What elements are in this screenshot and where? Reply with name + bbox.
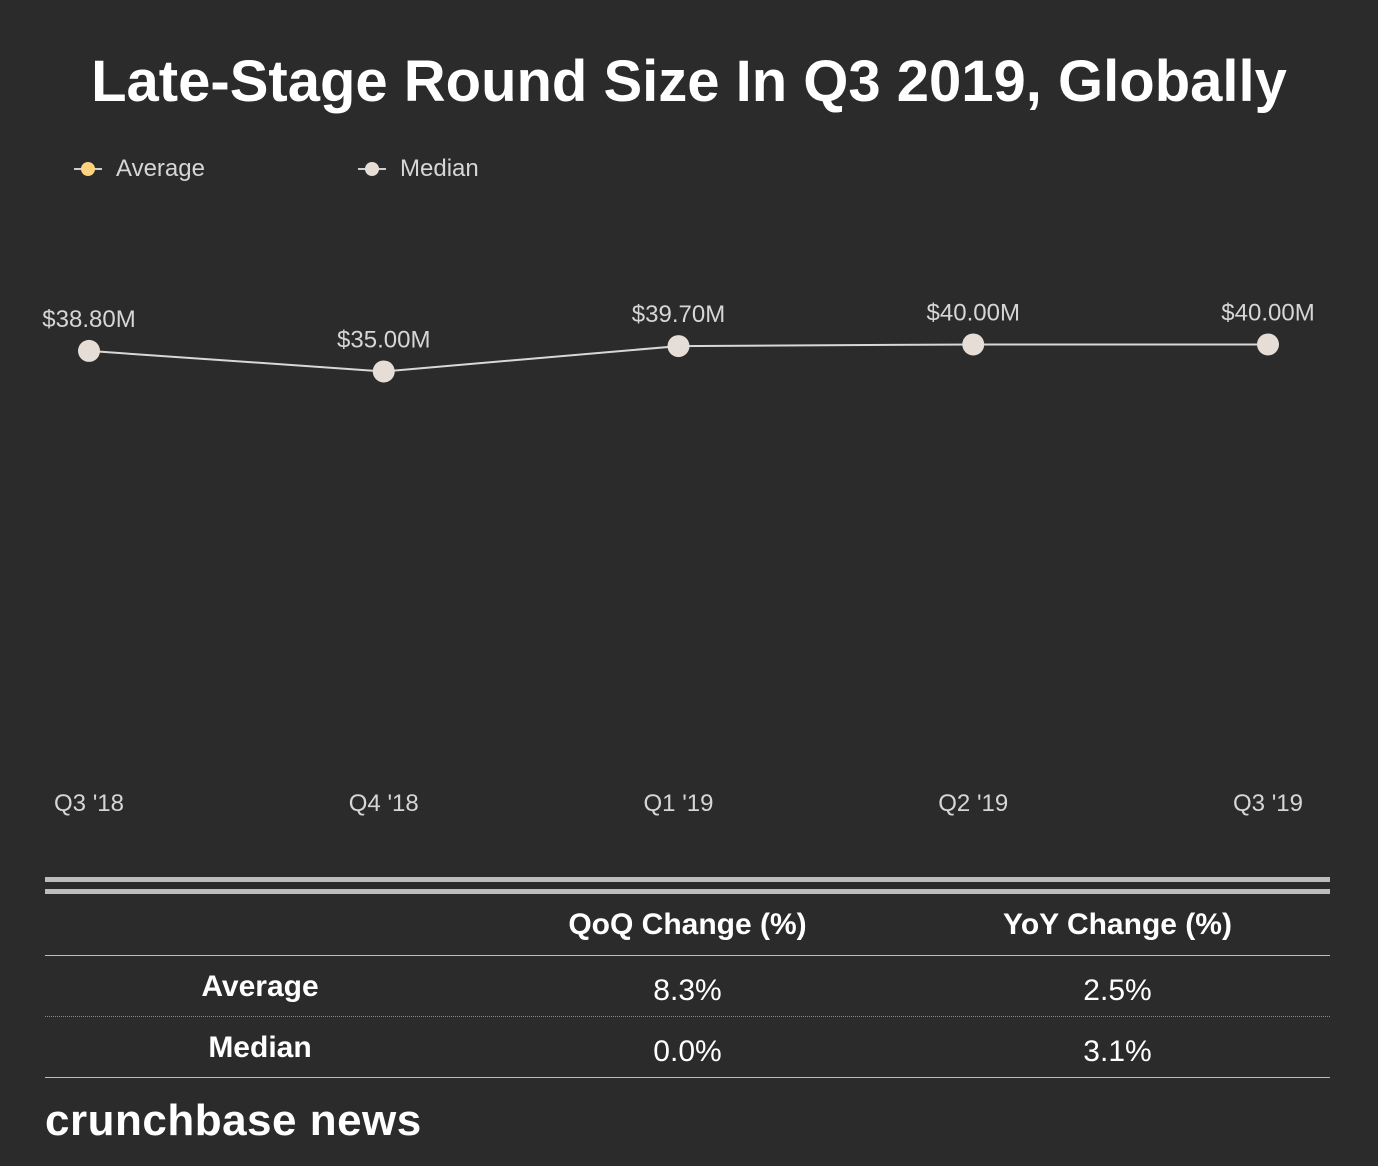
legend-median-marker-icon xyxy=(358,154,386,184)
cell-median-qoq: 0.0% xyxy=(653,1035,722,1068)
data-label-median: $40.00M xyxy=(927,299,1020,326)
legend-item-average: Average xyxy=(74,154,205,184)
data-label-median: $38.80M xyxy=(42,306,135,333)
data-label-median: $39.70M xyxy=(632,301,725,328)
legend-average-marker-icon xyxy=(74,154,102,184)
data-label-median: $40.00M xyxy=(1221,299,1314,326)
x-tick-label: Q1 '19 xyxy=(644,790,714,817)
legend-average-label: Average xyxy=(116,155,205,182)
x-tick-label: Q3 '18 xyxy=(54,790,124,817)
legend: Average Median xyxy=(74,154,674,184)
brand-logo: crunchbase news xyxy=(45,1096,422,1145)
x-tick-label: Q4 '18 xyxy=(349,790,419,817)
line-chart: $76.60M$93.70M$82.40M$72.50M$78.50M$38.8… xyxy=(42,299,1314,817)
data-point-median xyxy=(1257,333,1279,356)
legend-median-label: Median xyxy=(400,155,479,182)
data-point-median xyxy=(667,335,690,358)
row-label-median: Median xyxy=(208,1031,312,1064)
legend-item-median: Median xyxy=(358,154,479,184)
cell-median-yoy: 3.1% xyxy=(1083,1035,1152,1068)
cell-average-qoq: 8.3% xyxy=(653,974,722,1007)
data-point-median xyxy=(372,360,395,383)
data-point-median xyxy=(78,339,100,362)
chart-title: Late-Stage Round Size In Q3 2019, Global… xyxy=(91,49,1287,114)
x-tick-label: Q3 '19 xyxy=(1233,790,1303,817)
table-bottom-rule xyxy=(45,1077,1330,1078)
cell-average-yoy: 2.5% xyxy=(1083,974,1152,1007)
row-divider xyxy=(45,1016,1330,1017)
header-qoq-change: QoQ Change (%) xyxy=(568,908,807,941)
table-top-rule-2 xyxy=(45,889,1330,894)
x-tick-label: Q2 '19 xyxy=(938,790,1008,817)
data-label-median: $35.00M xyxy=(337,326,430,353)
table-top-rule-1 xyxy=(45,877,1330,882)
header-yoy-change: YoY Change (%) xyxy=(1003,908,1232,941)
header-underline xyxy=(45,955,1330,956)
row-label-average: Average xyxy=(201,970,319,1003)
data-point-median xyxy=(962,333,985,356)
